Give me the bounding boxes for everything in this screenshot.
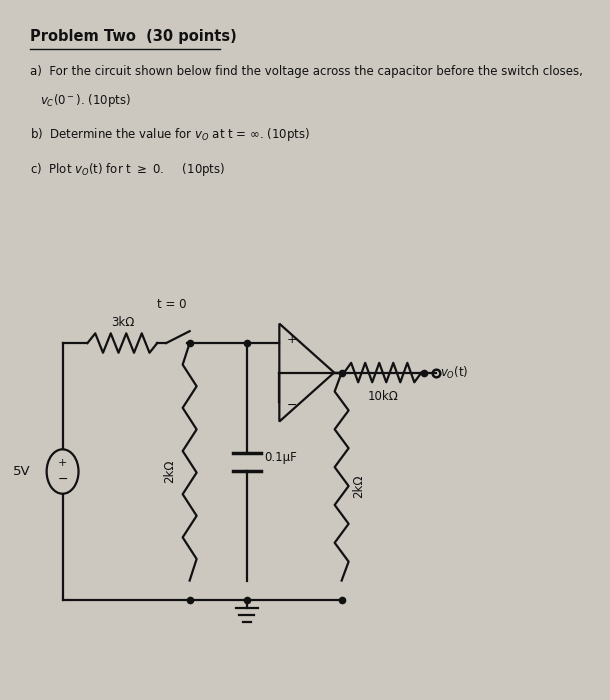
Text: +: + — [286, 333, 297, 346]
Text: 2kΩ: 2kΩ — [353, 475, 365, 498]
Text: −: − — [57, 473, 68, 486]
Text: b)  Determine the value for $v_O$ at t = $\infty$. (10pts): b) Determine the value for $v_O$ at t = … — [30, 127, 310, 144]
Text: 3kΩ: 3kΩ — [110, 316, 134, 329]
Text: 0.1μF: 0.1μF — [264, 451, 297, 464]
Text: $v_O$(t): $v_O$(t) — [440, 365, 469, 381]
Text: $v_C(0^-)$. (10pts): $v_C(0^-)$. (10pts) — [40, 92, 131, 108]
Text: t = 0: t = 0 — [157, 298, 187, 311]
Text: −: − — [286, 399, 297, 412]
Text: 2kΩ: 2kΩ — [163, 460, 176, 483]
Text: c)  Plot $v_O$(t) for t $\geq$ 0.     (10pts): c) Plot $v_O$(t) for t $\geq$ 0. (10pts) — [30, 161, 226, 178]
Text: Problem Two  (30 points): Problem Two (30 points) — [30, 29, 237, 44]
Text: a)  For the circuit shown below find the voltage across the capacitor before the: a) For the circuit shown below find the … — [30, 65, 583, 78]
Text: +: + — [58, 458, 67, 468]
Text: 10kΩ: 10kΩ — [367, 390, 398, 403]
Text: 5V: 5V — [13, 465, 30, 478]
